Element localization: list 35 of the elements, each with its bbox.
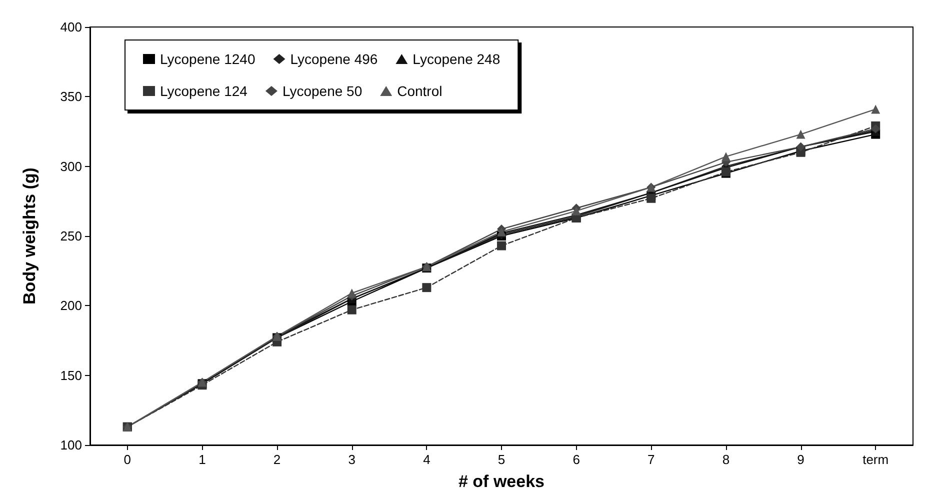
y-tick-label: 350 bbox=[60, 89, 82, 104]
x-tick-label: 9 bbox=[797, 452, 804, 467]
x-tick-label: 7 bbox=[648, 452, 655, 467]
x-tick-label: 5 bbox=[498, 452, 506, 467]
point bbox=[646, 194, 656, 203]
y-tick-label: 100 bbox=[60, 438, 82, 452]
x-axis-title: # of weeks bbox=[458, 472, 544, 491]
x-tick-label: 8 bbox=[722, 452, 730, 467]
legend-label: Control bbox=[397, 83, 442, 99]
x-tick-label: 4 bbox=[423, 452, 430, 467]
point bbox=[347, 305, 356, 314]
legend-label: Lycopene 50 bbox=[282, 83, 362, 99]
x-tick-label: 1 bbox=[198, 452, 206, 467]
x-tick-label: 2 bbox=[273, 452, 281, 467]
x-tick-label: 3 bbox=[348, 452, 356, 467]
x-tick-label: term bbox=[862, 452, 889, 467]
y-tick-label: 400 bbox=[60, 20, 82, 34]
point bbox=[721, 152, 730, 162]
y-axis-title: Body weights (g) bbox=[20, 168, 39, 304]
x-tick-label: 0 bbox=[124, 452, 132, 467]
legend-label: Lycopene 496 bbox=[290, 51, 378, 67]
point bbox=[871, 104, 880, 114]
point bbox=[796, 130, 806, 139]
point bbox=[572, 206, 581, 216]
y-tick-label: 150 bbox=[60, 368, 82, 383]
legend-label: Lycopene 124 bbox=[160, 83, 248, 99]
point bbox=[422, 283, 432, 292]
legend-label: Lycopene 1240 bbox=[160, 51, 256, 67]
y-tick-label: 300 bbox=[60, 158, 82, 174]
y-tick-label: 250 bbox=[60, 228, 82, 244]
y-tick-label: 200 bbox=[60, 298, 82, 314]
point bbox=[497, 241, 506, 250]
x-tick-label: 6 bbox=[572, 452, 580, 467]
legend-label: Lycopene 248 bbox=[412, 51, 500, 67]
point bbox=[347, 288, 356, 298]
